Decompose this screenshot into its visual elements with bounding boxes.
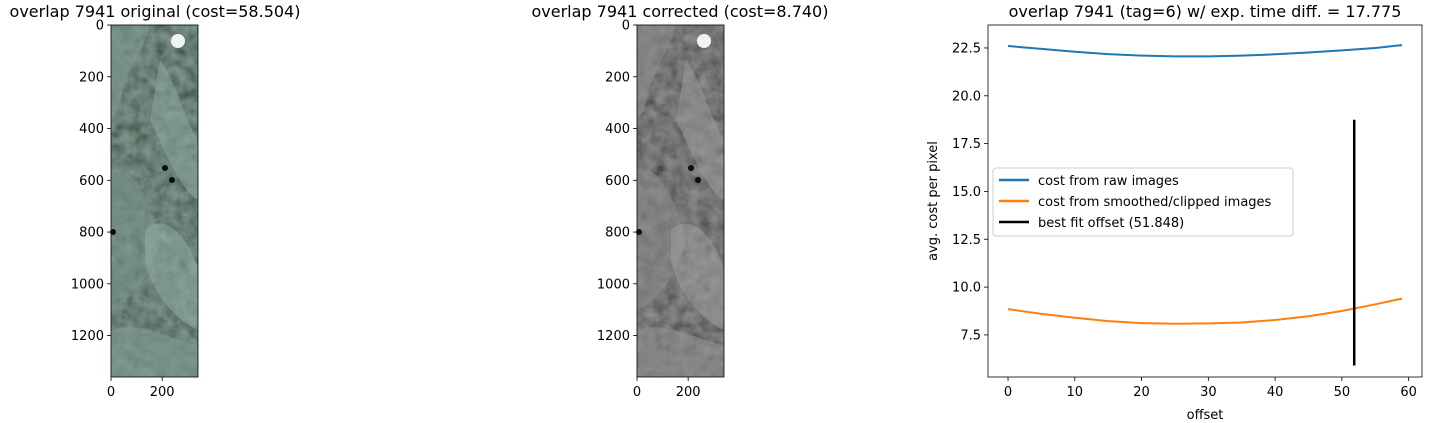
plot-y-tick-label: 17.5 [952, 137, 981, 152]
micrograph-corrected [636, 25, 724, 377]
panel-original: overlap 7941 original (cost=58.504) 0 200… [10, 2, 301, 400]
original-y-tick-label: 0 [96, 19, 104, 34]
legend-label-raw: cost from raw images [1038, 174, 1179, 189]
plot-x-tick-label: 0 [1004, 385, 1012, 400]
original-y-tick-label: 1200 [71, 329, 104, 344]
plot-title: overlap 7941 (tag=6) w/ exp. time diff. … [1009, 2, 1402, 21]
legend-label-smoothed: cost from smoothed/clipped images [1038, 195, 1272, 210]
corrected-y-tick-label: 800 [605, 226, 630, 241]
plot-frame [987, 24, 1423, 378]
legend-box [992, 167, 1294, 237]
corrected-y-tick-label: 1200 [597, 329, 630, 344]
original-y-tick-label: 600 [79, 174, 104, 189]
panel-corrected-title: overlap 7941 corrected (cost=8.740) [532, 2, 829, 21]
plot-y-tick-label: 7.5 [960, 328, 981, 343]
series-line-smoothed [1007, 297, 1403, 325]
micrograph-original [110, 25, 198, 377]
corrected-y-tick-label: 400 [605, 122, 630, 137]
plot-x-tick-label: 30 [1200, 385, 1217, 400]
axis-ticks-original: 0 200 0 200 400 600 800 1000 1200 [71, 19, 175, 401]
plot-x-tick-label: 40 [1267, 385, 1284, 400]
plot-axis-ticks: 0 10 20 30 40 50 60 7.5 10.0 12.5 15.0 17.5 20.0 22.5 [952, 41, 1417, 400]
plot-y-tick-label: 20.0 [952, 89, 981, 104]
y-axis-label: avg. cost per pixel [926, 141, 941, 261]
panel-cost-plot: overlap 7941 (tag=6) w/ exp. time diff. … [926, 2, 1423, 423]
corrected-x-tick-label: 200 [676, 385, 701, 400]
corrected-y-tick-label: 1000 [597, 277, 630, 292]
plot-y-tick-label: 15.0 [952, 185, 981, 200]
axes-frame-corrected [636, 24, 725, 378]
original-y-tick-label: 400 [79, 122, 104, 137]
plot-series [1007, 44, 1403, 366]
plot-y-tick-label: 12.5 [952, 233, 981, 248]
plot-x-tick-label: 10 [1067, 385, 1084, 400]
original-x-tick-label: 0 [107, 385, 115, 400]
panel-original-title: overlap 7941 original (cost=58.504) [10, 2, 301, 21]
corrected-y-tick-label: 0 [622, 19, 630, 34]
plot-y-tick-label: 10.0 [952, 281, 981, 296]
original-y-tick-label: 1000 [71, 277, 104, 292]
plot-y-tick-label: 22.5 [952, 41, 981, 56]
axis-ticks-corrected: 0 200 0 200 400 600 800 1000 1200 [597, 19, 701, 401]
corrected-y-tick-label: 600 [605, 174, 630, 189]
legend-label-best-fit: best fit offset (51.848) [1038, 216, 1184, 231]
plot-x-tick-label: 20 [1133, 385, 1150, 400]
original-x-tick-label: 200 [150, 385, 175, 400]
plot-x-tick-label: 50 [1334, 385, 1351, 400]
original-y-tick-label: 800 [79, 226, 104, 241]
plot-x-tick-label: 60 [1400, 385, 1417, 400]
axes-frame-original [110, 24, 199, 378]
x-axis-label: offset [1187, 408, 1224, 423]
corrected-y-tick-label: 200 [605, 70, 630, 85]
series-line-raw [1007, 44, 1403, 58]
panel-corrected: overlap 7941 corrected (cost=8.740) 0 200… [532, 2, 829, 400]
legend: cost from raw images cost from smoothed/… [992, 167, 1294, 237]
corrected-x-tick-label: 0 [633, 385, 641, 400]
original-y-tick-label: 200 [79, 70, 104, 85]
